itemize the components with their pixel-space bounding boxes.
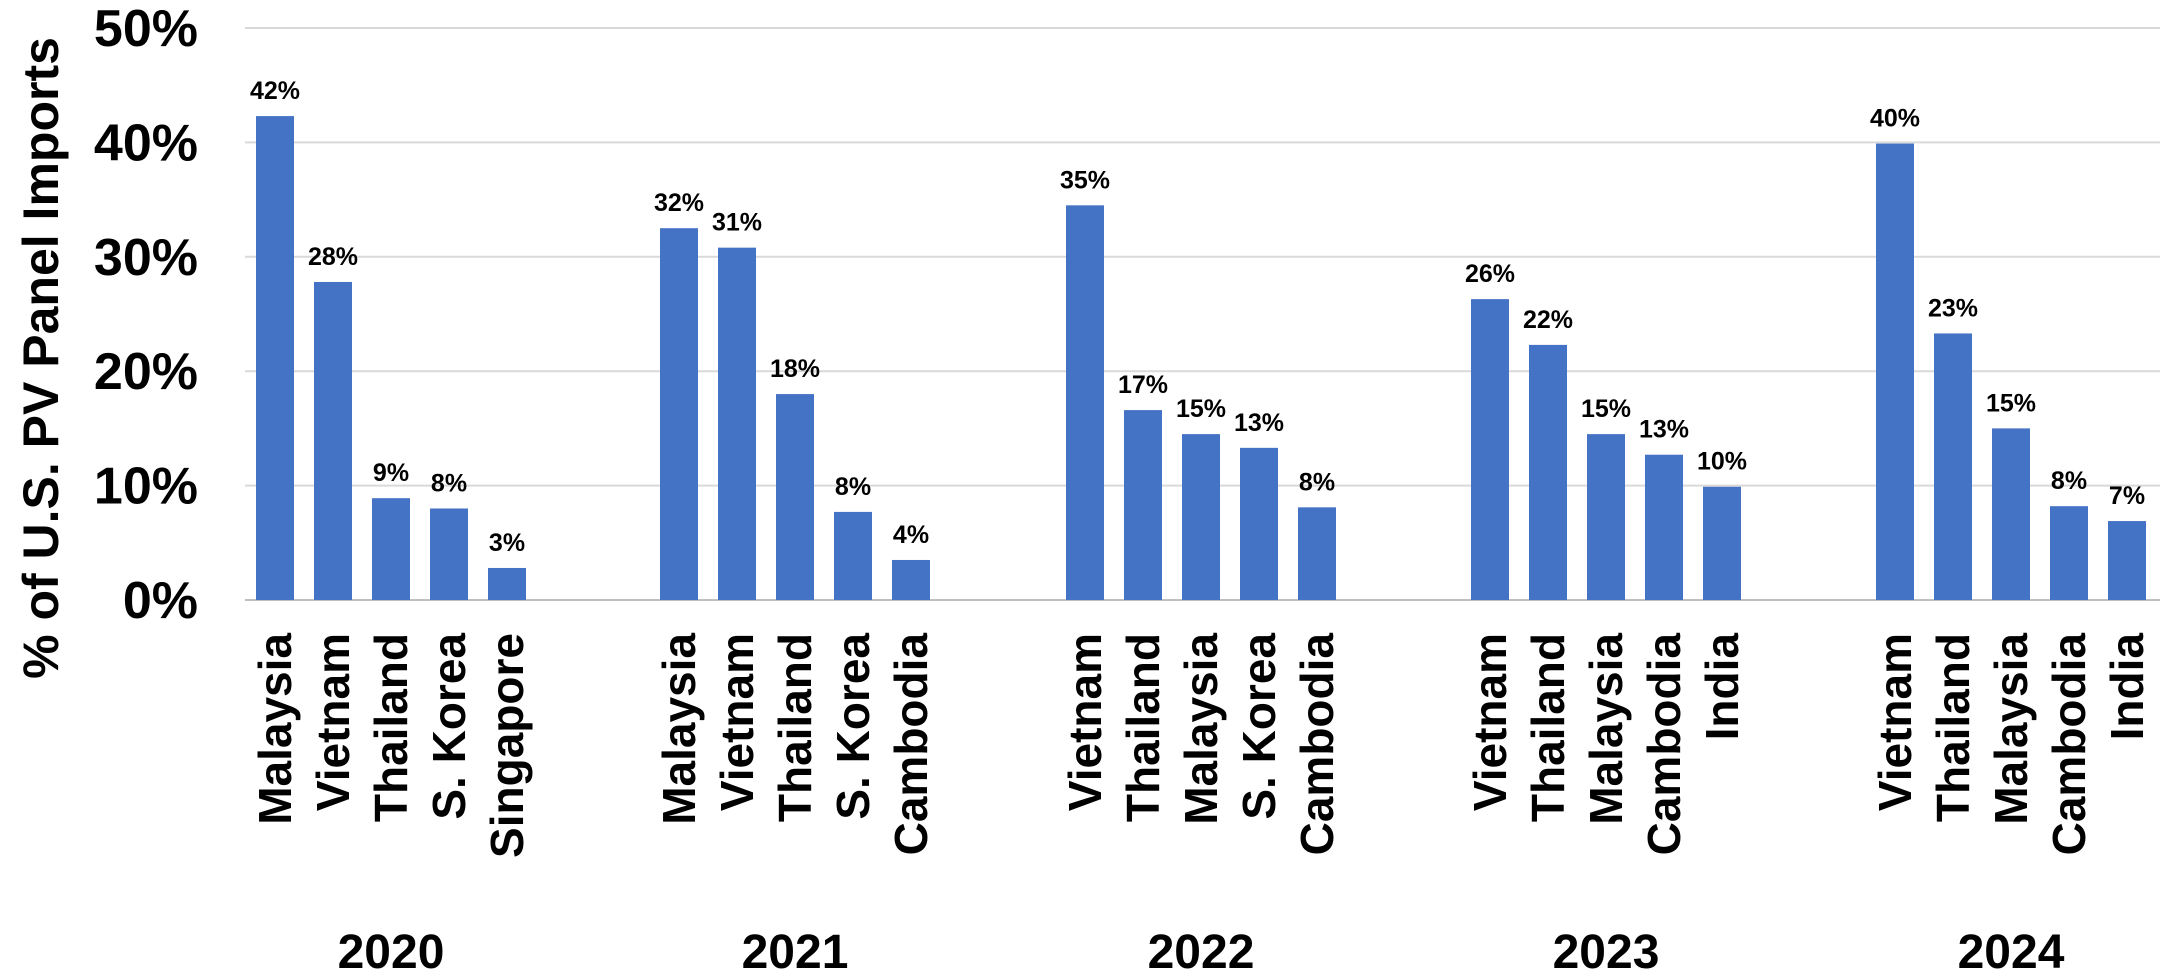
category-label: India (1696, 633, 1748, 741)
data-label: 8% (2051, 467, 2087, 495)
y-axis-tick-labels: 0% 10% 20% 30% 40% 50% (94, 0, 198, 630)
bar (488, 567, 526, 600)
group-year-label: 2022 (1148, 926, 1255, 979)
bar (1587, 434, 1625, 600)
category-label: Malaysia (653, 633, 705, 825)
category-label: Thailand (769, 633, 821, 822)
data-label: 15% (1986, 389, 2036, 417)
category-label: S. Korea (827, 633, 879, 820)
category-label: Malaysia (1175, 633, 1227, 825)
category-label: Vietnam (1869, 633, 1921, 811)
group-year-label: 2024 (1958, 926, 2065, 979)
bar (1992, 428, 2030, 600)
data-label: 40% (1870, 105, 1920, 133)
bar (2050, 506, 2088, 600)
y-tick-label: 40% (94, 114, 198, 172)
bar (314, 281, 352, 600)
data-labels: 42% 28% 9% 8% 3% 32% 31% 18% 8% 4% 35% 17% 15% 13% 8% 2… (250, 77, 2145, 557)
category-label: Vietnam (1059, 633, 1111, 811)
bar (372, 498, 410, 600)
bar (1645, 454, 1683, 600)
category-label: Thailand (365, 633, 417, 822)
category-label: Singapore (481, 633, 533, 858)
data-label: 3% (489, 529, 525, 557)
category-label: Malaysia (249, 633, 301, 825)
bar (1703, 486, 1741, 600)
bar (1876, 143, 1914, 600)
group-year-label: 2023 (1553, 926, 1660, 979)
bar (1066, 205, 1104, 600)
data-label: 4% (893, 521, 929, 549)
bar (1182, 434, 1220, 600)
category-label: Vietnam (711, 633, 763, 811)
bar (834, 511, 872, 600)
x-axis-group-labels: 2020 2021 2022 2023 2024 (338, 926, 2065, 979)
data-label: 28% (308, 243, 358, 271)
category-label: Vietnam (1464, 633, 1516, 811)
data-label: 18% (770, 355, 820, 383)
category-label: Cambodia (1638, 633, 1690, 856)
category-label: Vietnam (307, 633, 359, 811)
category-label: Thailand (1522, 633, 1574, 822)
y-tick-label: 0% (123, 572, 198, 630)
data-label: 17% (1118, 371, 1168, 399)
data-label: 26% (1465, 260, 1515, 288)
category-label: Malaysia (1985, 633, 2037, 825)
category-label: S. Korea (423, 633, 475, 820)
category-label: Cambodia (885, 633, 937, 856)
data-label: 15% (1176, 395, 1226, 423)
group-year-label: 2021 (742, 926, 849, 979)
bar (1934, 333, 1972, 600)
data-label: 23% (1928, 294, 1978, 322)
x-axis-category-labels: Malaysia Vietnam Thailand S. Korea Singapore… (249, 633, 2153, 858)
data-label: 15% (1581, 395, 1631, 423)
data-label: 13% (1234, 409, 1284, 437)
y-tick-label: 50% (94, 0, 198, 58)
data-label: 13% (1639, 416, 1689, 444)
y-axis-title: % of U.S. PV Panel Imports (13, 37, 69, 679)
bar (660, 228, 698, 600)
bar (2108, 521, 2146, 600)
category-label: Thailand (1117, 633, 1169, 822)
data-label: 35% (1060, 166, 1110, 194)
y-tick-label: 10% (94, 458, 198, 516)
category-label: S. Korea (1233, 633, 1285, 820)
bar (776, 394, 814, 600)
bars (256, 116, 2146, 600)
data-label: 8% (1299, 468, 1335, 496)
data-label: 8% (835, 473, 871, 501)
category-label: India (2101, 633, 2153, 741)
group-year-label: 2020 (338, 926, 445, 979)
bar (1240, 447, 1278, 600)
bar (892, 559, 930, 600)
category-label: Malaysia (1580, 633, 1632, 825)
bar (1471, 299, 1509, 600)
y-tick-label: 20% (94, 343, 198, 401)
category-label: Thailand (1927, 633, 1979, 822)
bar (256, 116, 294, 600)
bar (1298, 507, 1336, 600)
data-label: 31% (712, 209, 762, 237)
bar (1529, 344, 1567, 600)
bar (430, 508, 468, 600)
category-label: Cambodia (2043, 633, 2095, 856)
data-label: 42% (250, 77, 300, 105)
data-label: 9% (373, 459, 409, 487)
category-label: Cambodia (1291, 633, 1343, 856)
data-label: 8% (431, 469, 467, 497)
data-label: 7% (2109, 482, 2145, 510)
y-tick-label: 30% (94, 229, 198, 287)
data-label: 10% (1697, 448, 1747, 476)
bar (1124, 410, 1162, 600)
bar (718, 247, 756, 600)
data-label: 32% (654, 189, 704, 217)
gridlines (245, 27, 2160, 601)
data-label: 22% (1523, 306, 1573, 334)
